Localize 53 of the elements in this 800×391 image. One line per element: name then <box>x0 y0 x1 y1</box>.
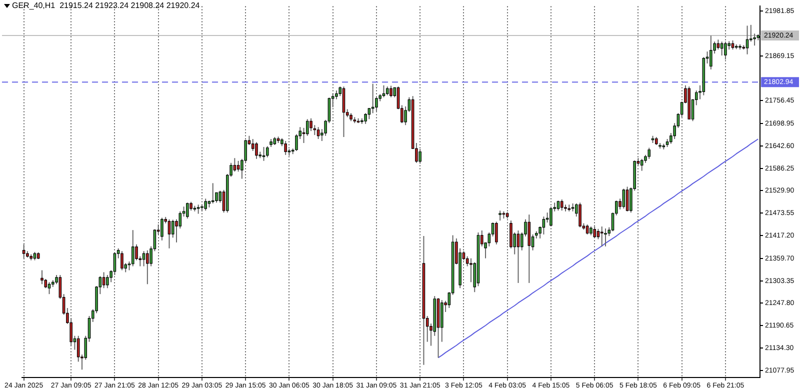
candlestick <box>342 86 346 138</box>
candlestick <box>236 160 240 172</box>
candlestick <box>196 204 200 214</box>
candlestick <box>550 206 552 227</box>
candlestick <box>710 35 712 70</box>
candlestick <box>390 85 392 98</box>
candlestick <box>262 146 266 162</box>
candlestick <box>113 252 116 276</box>
candlestick <box>498 210 502 222</box>
candlestick <box>48 282 51 295</box>
candlestick <box>382 84 386 98</box>
candlestick <box>600 226 604 247</box>
candlestick <box>578 202 582 228</box>
candlestick <box>255 142 258 160</box>
candlestick <box>593 226 596 238</box>
candlestick <box>251 138 254 152</box>
candlestick <box>495 221 498 245</box>
candlestick <box>516 230 520 284</box>
candlestick <box>640 158 644 172</box>
candlestick <box>102 272 106 289</box>
candlestick <box>204 198 207 212</box>
candlestick <box>306 118 309 136</box>
candlestick <box>418 148 422 164</box>
candlestick <box>146 250 149 285</box>
candlestick <box>604 228 607 247</box>
candlestick <box>560 198 564 212</box>
candlestick <box>746 25 749 55</box>
candlestick <box>160 217 164 241</box>
candlestick <box>622 188 626 210</box>
candlestick <box>528 214 531 284</box>
candlestick <box>120 250 124 271</box>
candlestick <box>22 244 26 259</box>
candlestick <box>731 40 734 50</box>
candlestick <box>211 182 214 204</box>
candlestick <box>724 41 727 60</box>
candlestick <box>310 118 312 132</box>
candlestick <box>131 230 134 267</box>
candlestick <box>716 39 720 50</box>
candlestick <box>142 250 146 267</box>
candlestick <box>596 228 600 240</box>
candlestick <box>233 158 236 172</box>
candlestick <box>626 186 629 212</box>
candlestick <box>40 270 44 285</box>
candlestick <box>556 200 560 212</box>
candlestick <box>171 219 174 238</box>
candlestick <box>648 147 651 160</box>
candlestick <box>284 140 287 156</box>
candlestick <box>316 126 320 140</box>
candlestick <box>266 146 269 158</box>
candlestick <box>542 216 546 235</box>
candlestick <box>168 218 171 249</box>
candlestick <box>186 202 189 220</box>
chart-title: GER_40,H1 21915.24 21923.24 21908.24 21920.24 <box>12 1 200 10</box>
